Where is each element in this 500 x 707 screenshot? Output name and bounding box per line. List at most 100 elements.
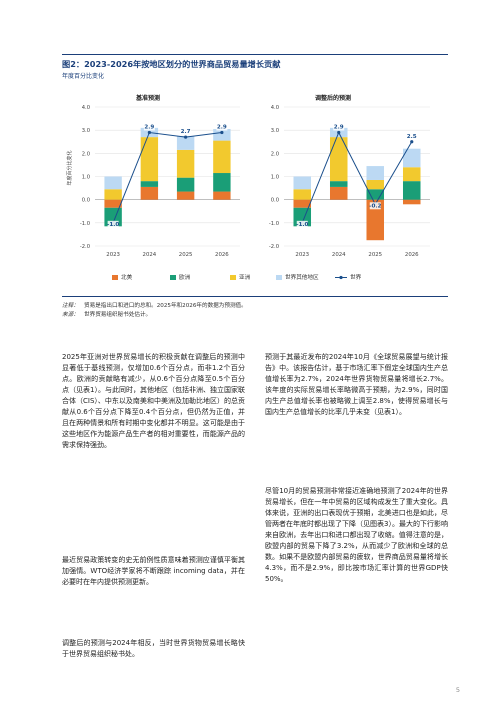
bar-segment — [366, 189, 385, 200]
bar-segment — [104, 199, 122, 208]
bar-segment — [104, 176, 122, 190]
x-tick-label: 2023 — [106, 252, 120, 258]
y-tick-label: -2.0 — [269, 244, 279, 250]
panel-title: 调整后的预测 — [315, 94, 351, 102]
bar-segment — [366, 199, 385, 241]
source-label: 来源： — [62, 312, 79, 318]
y-tick-label: 2.0 — [271, 151, 279, 157]
bar-segment — [213, 173, 231, 192]
y-tick-label: 0.0 — [271, 198, 279, 204]
world-point — [147, 130, 151, 135]
bar-segment — [329, 137, 348, 182]
bar-segment — [402, 181, 421, 200]
legend-swatch — [112, 275, 118, 280]
world-point — [410, 140, 414, 144]
y-tick-label: 2.0 — [82, 151, 90, 157]
data-label-bg — [406, 132, 418, 140]
world-data-label: 2.9 — [334, 124, 344, 130]
world-point — [184, 135, 188, 139]
data-label-bg — [296, 220, 308, 228]
y-tick-label: 4.0 — [271, 105, 279, 111]
legend-label: 北美 — [121, 273, 133, 281]
paragraph-right-1: 预测于其最近发布的2024年10月《全球贸易展望与统计报告》中。该报告估计，基于… — [265, 353, 448, 416]
x-tick-label: 2026 — [405, 252, 419, 258]
world-data-label: -0.2 — [369, 203, 381, 209]
x-tick-label: 2024 — [143, 252, 157, 258]
note-text: 贸易是指出口和进口的总和。2025年和2026年的数据为预测值。 — [84, 303, 247, 309]
bar-segment — [366, 166, 385, 180]
y-tick-label: 1.0 — [82, 175, 90, 181]
bar-segment — [329, 181, 348, 187]
legend-label: 欧洲 — [179, 273, 191, 281]
bar-segment — [213, 191, 231, 200]
world-data-label: 2.7 — [181, 129, 191, 135]
data-label-bg — [180, 128, 192, 136]
bar-segment — [104, 189, 122, 200]
bar-segment — [176, 135, 195, 150]
legend-label: 世界 — [350, 273, 362, 281]
y-tick-label: 0.0 — [82, 198, 90, 204]
panel-title: 基准预测 — [135, 94, 160, 102]
legend-marker — [339, 275, 343, 280]
bar-segment — [293, 199, 312, 208]
bar-segment — [176, 191, 195, 200]
y-tick-label: -1.0 — [80, 221, 90, 227]
figure-title: 图2：2023-2026年按地区划分的世界商品贸易量增长贡献 — [62, 59, 281, 69]
bar-segment — [402, 167, 421, 182]
x-tick-label: 2025 — [368, 252, 382, 258]
data-label-bg — [369, 202, 381, 210]
figure-subtitle: 年度百分比变化 — [62, 73, 105, 80]
legend-swatch — [230, 275, 236, 280]
bar-segment — [293, 189, 312, 200]
y-axis-label: 年度百分比变化 — [66, 150, 73, 185]
y-tick-label: 4.0 — [82, 105, 90, 111]
bar-segment — [213, 140, 231, 174]
paragraph-left-2: 最近贸易政策转变的史无前例性质意味着预测应谨慎平衡其加强情。WTO经济学家将不断… — [62, 556, 245, 586]
bar-segment — [402, 199, 421, 205]
world-data-label: -1.0 — [296, 222, 308, 228]
data-label-bg — [143, 123, 155, 131]
bar-segment — [329, 186, 348, 200]
x-tick-label: 2023 — [295, 252, 309, 258]
data-label-bg — [333, 123, 345, 131]
legend-swatch — [170, 275, 176, 280]
top-rule — [62, 54, 448, 55]
world-data-label: 2.5 — [407, 134, 417, 140]
notes-rule — [62, 296, 448, 297]
world-point — [337, 130, 341, 135]
y-tick-label: 1.0 — [271, 175, 279, 181]
x-tick-label: 2025 — [179, 252, 193, 258]
y-tick-label: -1.0 — [269, 221, 279, 227]
x-tick-label: 2024 — [332, 252, 346, 258]
legend-label: 亚洲 — [239, 274, 251, 281]
paragraph-left-3: 调整后的预测与2024年相反，当时世界货物贸易增长略快于世界贸易组织秘书处。 — [62, 639, 245, 658]
page-number: 5 — [455, 686, 460, 694]
figure-chart: 年度百分比变化 基准预测 4.0 3.0 2.0 1.0 0.0 -1.0 -2.0 2023 2… — [66, 94, 430, 281]
data-label-bg — [216, 123, 228, 131]
bar-segment — [140, 186, 159, 200]
bar-segment — [402, 148, 421, 168]
source-text: 世界贸易组织秘书处估计。 — [84, 312, 152, 318]
legend-swatch — [276, 275, 282, 280]
paragraph-left-1: 2025年亚洲对世界贸易增长的积极贡献在调整后的预测中显著低于基线预测，仅增加0… — [62, 353, 245, 449]
bar-segment — [176, 149, 195, 178]
world-point — [220, 130, 224, 135]
bar-segment — [366, 179, 385, 190]
world-data-label: 2.9 — [144, 124, 154, 130]
y-tick-label: 3.0 — [271, 128, 279, 134]
bar-segment — [140, 137, 159, 182]
paragraph-right-2: 尽管10月的贸易预测非常接近准确地预测了2024年的世界贸易增长，但在一年中贸易… — [265, 487, 448, 583]
legend-label: 世界其他地区 — [285, 273, 319, 281]
note-line: 注释： 贸易是指出口和进口的总和。2025年和2026年的数据为预测值。 — [62, 302, 247, 311]
world-data-label: 2.9 — [217, 124, 227, 130]
y-tick-label: 3.0 — [82, 128, 90, 134]
data-label-bg — [107, 220, 119, 228]
y-tick-label: -2.0 — [80, 244, 90, 250]
source-line: 来源： 世界贸易组织秘书处估计。 — [62, 311, 247, 320]
world-data-label: -1.0 — [107, 222, 119, 228]
figure-notes: 注释： 贸易是指出口和进口的总和。2025年和2026年的数据为预测值。 来源： 世… — [62, 302, 247, 320]
bar-segment — [176, 177, 195, 192]
note-label: 注释： — [62, 303, 79, 309]
x-tick-label: 2026 — [215, 252, 229, 258]
bar-segment — [140, 181, 159, 187]
